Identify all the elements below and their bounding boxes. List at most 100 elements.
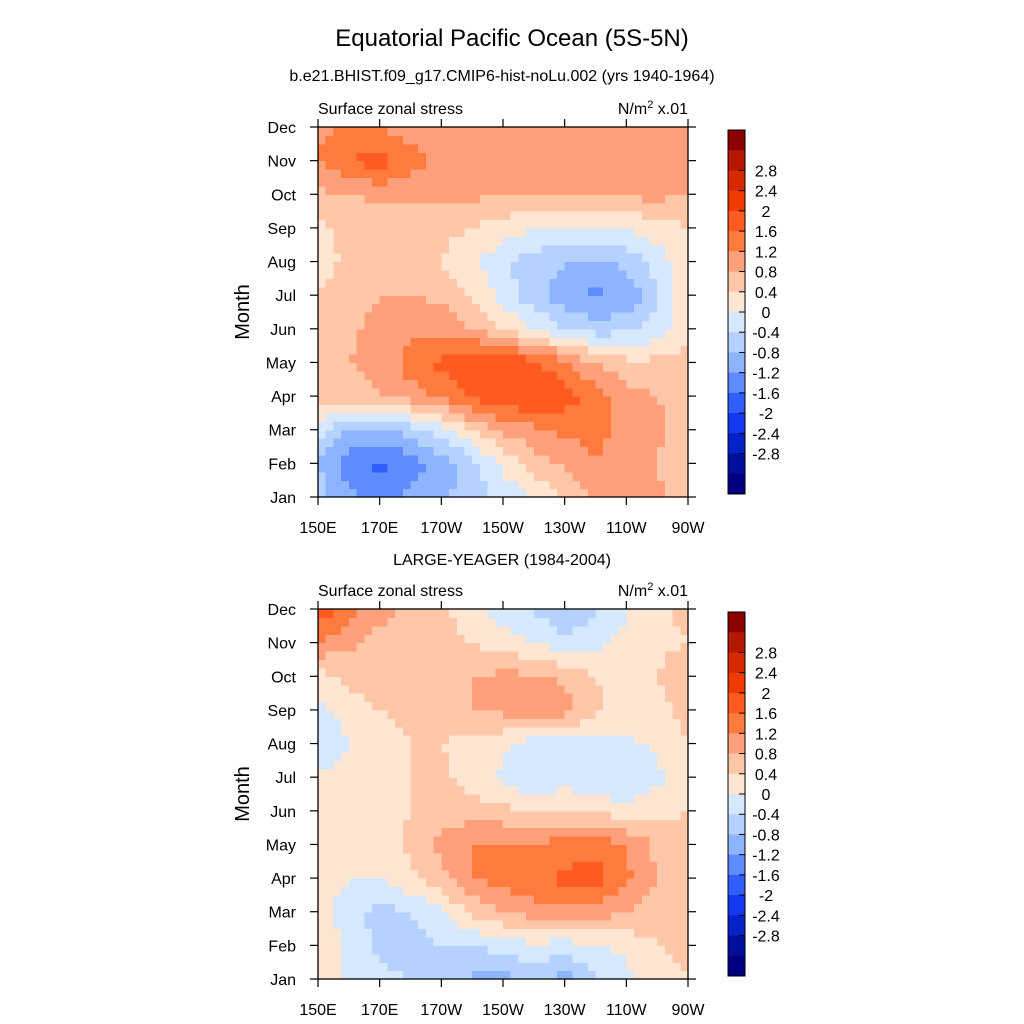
field-cell bbox=[587, 768, 597, 778]
field-cell bbox=[487, 945, 496, 955]
field-cell bbox=[580, 802, 589, 812]
field-cell bbox=[503, 379, 512, 389]
field-cell bbox=[518, 211, 527, 221]
field-cell bbox=[379, 253, 388, 263]
field-cell bbox=[410, 354, 419, 364]
field-cell bbox=[433, 768, 442, 778]
field-cell bbox=[634, 970, 643, 980]
field-cell bbox=[425, 261, 435, 271]
field-cell bbox=[664, 320, 674, 330]
field-cell bbox=[495, 936, 504, 946]
field-cell bbox=[356, 886, 365, 896]
field-cell bbox=[495, 253, 504, 263]
field-cell bbox=[325, 684, 335, 694]
field-cell bbox=[356, 261, 365, 271]
field-cell bbox=[680, 945, 689, 955]
field-cell bbox=[634, 152, 643, 162]
field-cell bbox=[518, 454, 527, 464]
field-cell bbox=[456, 463, 466, 473]
field-cell bbox=[449, 869, 458, 879]
field-cell bbox=[318, 143, 327, 153]
field-cell bbox=[672, 286, 681, 296]
field-cell bbox=[541, 667, 550, 677]
field-cell bbox=[441, 651, 450, 661]
field-cell bbox=[410, 421, 419, 431]
field-cell bbox=[395, 454, 404, 464]
field-cell bbox=[680, 827, 689, 837]
field-cell bbox=[680, 785, 689, 795]
field-cell bbox=[649, 278, 658, 288]
field-cell bbox=[387, 370, 396, 380]
field-cell bbox=[518, 945, 527, 955]
field-cell bbox=[580, 177, 589, 187]
field-cell bbox=[433, 429, 442, 439]
field-cell bbox=[433, 303, 442, 313]
field-cell bbox=[641, 920, 651, 930]
field-cell bbox=[634, 735, 643, 745]
field-cell bbox=[464, 379, 473, 389]
field-cell bbox=[441, 354, 450, 364]
field-cell bbox=[618, 412, 627, 422]
field-cell bbox=[418, 634, 427, 644]
field-cell bbox=[657, 768, 666, 778]
field-cell bbox=[649, 219, 658, 229]
field-cell bbox=[379, 768, 388, 778]
field-cell bbox=[348, 836, 358, 846]
field-cell bbox=[356, 936, 365, 946]
field-cell bbox=[657, 667, 666, 677]
field-cell bbox=[364, 953, 373, 963]
field-cell bbox=[333, 768, 342, 778]
field-cell bbox=[564, 337, 573, 347]
field-cell bbox=[371, 379, 381, 389]
field-cell bbox=[418, 488, 427, 498]
field-cell bbox=[441, 396, 450, 406]
field-cell bbox=[356, 693, 365, 703]
field-cell bbox=[341, 320, 350, 330]
field-cell bbox=[556, 785, 566, 795]
field-cell bbox=[333, 684, 342, 694]
field-cell bbox=[495, 701, 504, 711]
field-cell bbox=[580, 928, 589, 938]
field-cell bbox=[649, 785, 658, 795]
field-cell bbox=[533, 471, 543, 481]
field-cell bbox=[595, 844, 604, 854]
field-cell bbox=[325, 928, 335, 938]
field-cell bbox=[664, 219, 674, 229]
field-cell bbox=[580, 785, 589, 795]
field-cell bbox=[626, 844, 635, 854]
field-cell bbox=[587, 345, 597, 355]
field-cell bbox=[603, 286, 612, 296]
field-cell bbox=[364, 202, 373, 212]
field-cell bbox=[379, 659, 388, 669]
field-cell bbox=[649, 768, 658, 778]
field-cell bbox=[603, 219, 612, 229]
field-cell bbox=[479, 869, 489, 879]
field-cell bbox=[395, 185, 404, 195]
field-cell bbox=[479, 760, 489, 770]
field-cell bbox=[464, 135, 473, 145]
field-cell bbox=[356, 295, 365, 305]
field-cell bbox=[356, 760, 365, 770]
field-cell bbox=[425, 244, 435, 254]
field-cell bbox=[634, 345, 643, 355]
field-cell bbox=[341, 169, 350, 179]
field-cell bbox=[641, 219, 651, 229]
field-cell bbox=[495, 928, 504, 938]
field-cell bbox=[402, 945, 412, 955]
field-cell bbox=[672, 261, 681, 271]
field-cell bbox=[533, 303, 543, 313]
field-cell bbox=[603, 160, 612, 170]
field-cell bbox=[503, 777, 512, 787]
field-cell bbox=[541, 261, 550, 271]
field-cell bbox=[479, 370, 489, 380]
field-cell bbox=[356, 659, 365, 669]
field-cell bbox=[526, 751, 535, 761]
field-cell bbox=[618, 751, 627, 761]
field-cell bbox=[556, 143, 566, 153]
field-cell bbox=[595, 903, 604, 913]
field-cell bbox=[371, 819, 381, 829]
field-cell bbox=[433, 701, 442, 711]
field-cell bbox=[410, 617, 419, 627]
field-cell bbox=[318, 659, 327, 669]
field-cell bbox=[595, 194, 604, 204]
